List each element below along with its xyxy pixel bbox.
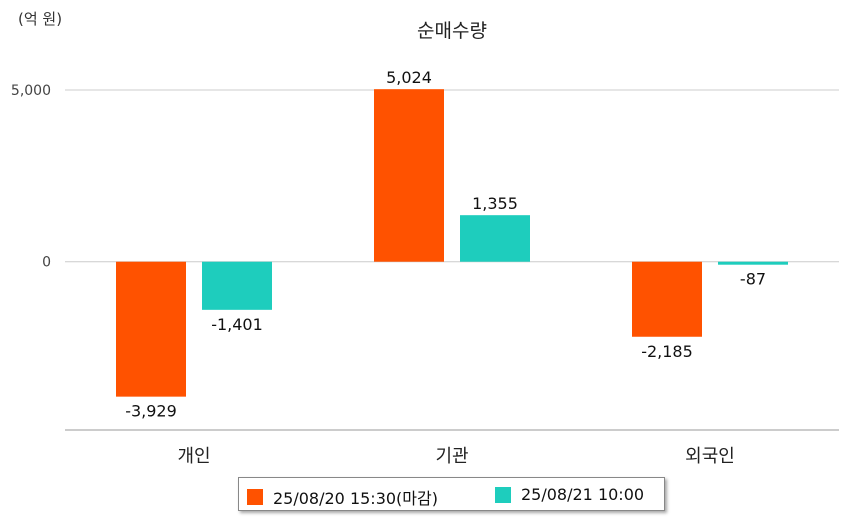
grid-lines (65, 89, 839, 263)
y-tick-label: 5,000 (11, 83, 51, 99)
bar[interactable] (374, 89, 444, 262)
legend-item-series-1[interactable]: 25/08/20 15:30(마감) (247, 485, 438, 509)
data-label: -87 (740, 270, 766, 289)
data-label: -3,929 (125, 402, 177, 421)
chart-title: 순매수량 (417, 20, 487, 42)
unit-label: (억 원) (18, 10, 62, 28)
data-label: 1,355 (472, 194, 518, 213)
x-axis-categories: 개인 기관 외국인 (177, 446, 734, 467)
bar[interactable] (632, 261, 702, 337)
bars (116, 89, 788, 397)
x-category-label: 개인 (177, 446, 210, 467)
legend-item-series-2[interactable]: 25/08/21 10:00 (495, 485, 644, 504)
legend-label-series-1: 25/08/20 15:30(마감) (273, 489, 438, 508)
data-labels: -3,929 -1,401 5,024 1,355 -2,185 -87 (125, 68, 766, 420)
legend-swatch-series-1 (247, 489, 263, 505)
data-label: 5,024 (386, 68, 432, 87)
legend-swatch-series-2 (495, 486, 511, 503)
legend-label-series-2: 25/08/21 10:00 (521, 485, 645, 504)
x-category-label: 외국인 (685, 446, 735, 467)
data-label: -2,185 (641, 342, 693, 361)
y-axis-ticks: 0 5,000 (11, 83, 51, 271)
x-category-label: 기관 (435, 446, 468, 467)
data-label: -1,401 (211, 315, 263, 334)
bar[interactable] (718, 261, 788, 265)
legend: 25/08/20 15:30(마감) 25/08/21 10:00 (238, 477, 665, 511)
bar[interactable] (116, 261, 186, 397)
bar[interactable] (460, 215, 530, 262)
y-tick-label: 0 (42, 255, 51, 271)
bar[interactable] (202, 261, 272, 310)
